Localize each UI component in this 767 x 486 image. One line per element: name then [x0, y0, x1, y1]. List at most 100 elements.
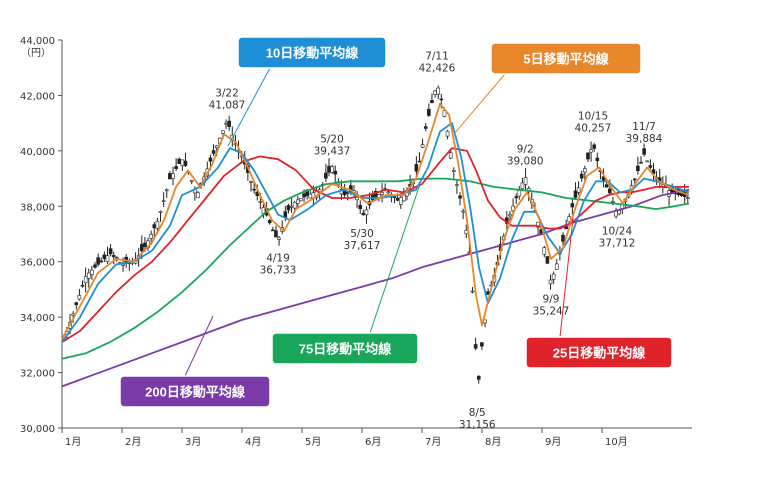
- candle-body: [595, 157, 600, 162]
- x-tick-label: 2月: [125, 436, 141, 448]
- x-tick-label: 10月: [605, 436, 628, 448]
- x-tick-label: 1月: [65, 436, 81, 448]
- candle-body: [286, 205, 291, 211]
- candle-body: [227, 120, 231, 127]
- legend-box: [237, 36, 387, 69]
- candle-body: [77, 295, 82, 300]
- legend-leader-line: [369, 183, 421, 334]
- candle-body: [164, 189, 169, 192]
- candle-body: [480, 342, 484, 347]
- candle-body: [439, 98, 444, 101]
- candle-body: [74, 302, 79, 306]
- y-unit-label: （円）: [21, 47, 51, 59]
- x-tick-label: 7月: [425, 436, 441, 448]
- candle-body: [90, 269, 94, 275]
- candle-body: [614, 210, 618, 217]
- candle-body: [330, 166, 334, 173]
- candle-body: [108, 248, 113, 255]
- candle-body: [211, 150, 216, 154]
- candle-body: [183, 160, 188, 166]
- candle-body: [398, 197, 403, 205]
- y-tick-label: 34,000: [20, 313, 55, 324]
- candle-body: [417, 160, 422, 163]
- candle-body: [476, 375, 481, 380]
- legend-leader-line: [453, 73, 506, 135]
- candle-body: [611, 201, 615, 203]
- candle-body: [292, 202, 297, 209]
- series-line-2: [61, 147, 689, 343]
- candle-body: [152, 224, 157, 229]
- candle-body: [548, 279, 553, 285]
- annotation-date: 5/20: [320, 133, 344, 145]
- candle-body: [648, 165, 653, 168]
- candle-body: [93, 264, 97, 268]
- series-line-4: [61, 188, 690, 388]
- legend-box: [525, 336, 673, 369]
- candle-body: [180, 159, 185, 166]
- annotation-date: 3/22: [215, 88, 239, 100]
- candle-body: [448, 152, 453, 159]
- legend-box: [490, 42, 642, 75]
- candle-body: [214, 145, 219, 149]
- candle-body: [520, 182, 525, 189]
- candle-body: [567, 216, 572, 223]
- candle-body: [249, 181, 253, 183]
- annotation-date: 10/15: [578, 111, 608, 123]
- annotation-date: 9/9: [543, 294, 560, 306]
- candle-body: [464, 230, 469, 235]
- candle-body: [299, 198, 303, 202]
- legend-box: [271, 332, 419, 365]
- candle-body: [561, 234, 565, 242]
- candle-body: [380, 192, 384, 195]
- candle-body: [420, 144, 425, 148]
- legend-label: 5日移動平均線: [523, 52, 609, 67]
- candle-body: [639, 161, 643, 164]
- candle-body: [161, 200, 166, 202]
- candle-body: [224, 122, 228, 125]
- annotation-value: 37,712: [599, 237, 636, 249]
- candle-body: [461, 210, 465, 213]
- x-tick-label: 8月: [485, 436, 501, 448]
- candle-body: [427, 108, 431, 116]
- annotation-date: 8/5: [469, 407, 486, 419]
- candle-body: [252, 188, 256, 191]
- candle-body: [508, 214, 512, 217]
- annotation-value: 36,733: [260, 264, 297, 276]
- candle-body: [289, 205, 294, 208]
- candle-body: [102, 254, 107, 259]
- x-tick-label: 5月: [305, 436, 321, 448]
- candle-body: [361, 212, 366, 216]
- candle-body: [536, 221, 540, 228]
- candle-body: [517, 190, 522, 197]
- candle-body: [589, 149, 593, 153]
- candle-body: [470, 290, 475, 293]
- candle-body: [171, 173, 175, 179]
- candle-body: [430, 100, 434, 104]
- candle-body: [632, 178, 637, 181]
- candle-body: [514, 196, 519, 199]
- candle-body: [80, 284, 85, 287]
- legend-label: 25日移動平均線: [553, 346, 646, 361]
- candle-body: [333, 170, 338, 175]
- candle-body: [586, 152, 590, 160]
- candle-body: [221, 130, 225, 134]
- candle-body: [542, 247, 547, 255]
- annotation-value: 35,247: [533, 306, 570, 318]
- candle-body: [105, 255, 110, 262]
- candle-body: [451, 169, 456, 172]
- legend-label: 75日移動平均線: [299, 342, 392, 357]
- candle-body: [636, 165, 640, 172]
- candle-body: [358, 205, 363, 210]
- candle-body: [208, 157, 213, 162]
- legend-box: [119, 375, 271, 408]
- candle-body: [111, 255, 116, 258]
- candle-body: [158, 211, 163, 213]
- candle-body: [258, 201, 263, 203]
- candle-body: [607, 188, 612, 194]
- y-tick-label: 36,000: [20, 258, 55, 269]
- x-tick-label: 6月: [365, 436, 381, 448]
- y-tick-label: 38,000: [20, 202, 55, 213]
- annotation-date: 5/30: [350, 228, 374, 240]
- candle-body: [583, 168, 587, 173]
